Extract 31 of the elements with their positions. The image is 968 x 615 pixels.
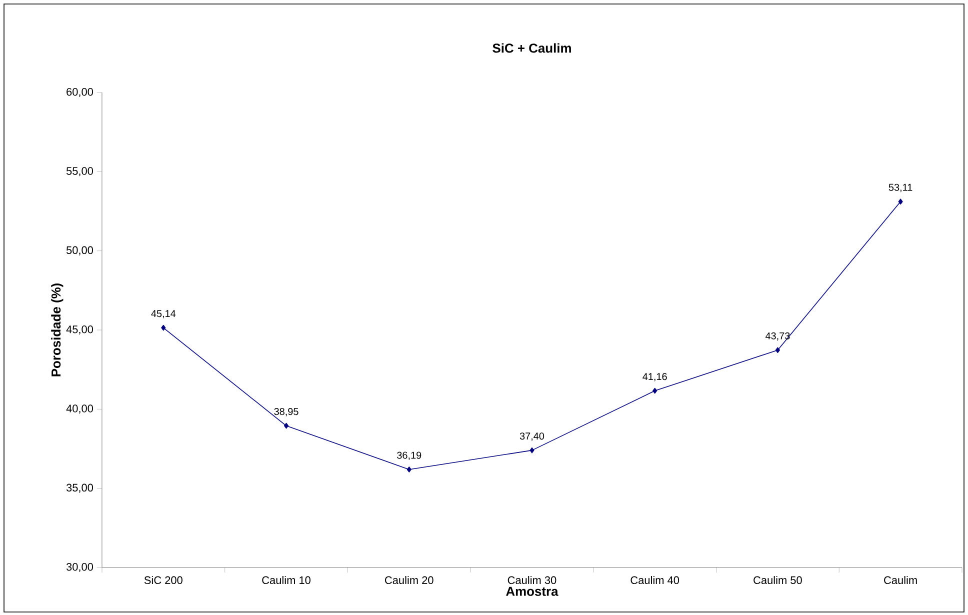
y-axis-title: Porosidade (%)	[51, 284, 64, 376]
data-label: 36,19	[397, 452, 422, 460]
chart-title: SiC + Caulim	[492, 43, 571, 53]
data-label: 38,95	[274, 408, 298, 416]
point	[161, 324, 166, 331]
x-tick-label: Caulim 40	[630, 576, 680, 584]
point	[530, 447, 534, 454]
point	[284, 422, 289, 429]
x-tick-label: Caulim 30	[508, 576, 556, 584]
y-tick-label: 40,00	[66, 404, 94, 414]
point	[406, 466, 412, 472]
point	[652, 388, 658, 394]
point	[775, 347, 780, 353]
x-tick-label: Caulim 50	[754, 576, 802, 584]
y-tick-label: 30,00	[66, 562, 94, 572]
data-label: 41,16	[642, 373, 667, 382]
data-label: 53,11	[888, 184, 912, 192]
x-tick-label: SiC 200	[144, 576, 182, 584]
data-label: 43,73	[765, 332, 790, 341]
y-tick-label: 60,00	[66, 88, 94, 98]
y-tick-label: 50,00	[66, 246, 94, 256]
y-tick-label: 55,00	[66, 167, 94, 176]
data-label: 37,40	[520, 432, 544, 441]
x-axis-title: Amostra	[506, 586, 558, 596]
x-tick-label: Caulim	[884, 576, 917, 584]
data-label: 45,14	[151, 310, 176, 318]
y-tick-label: 45,00	[66, 325, 94, 335]
point	[898, 198, 903, 204]
y-tick-label: 35,00	[66, 484, 94, 493]
x-tick-label: Caulim 20	[385, 576, 434, 584]
x-tick-label: Caulim 10	[262, 576, 310, 584]
